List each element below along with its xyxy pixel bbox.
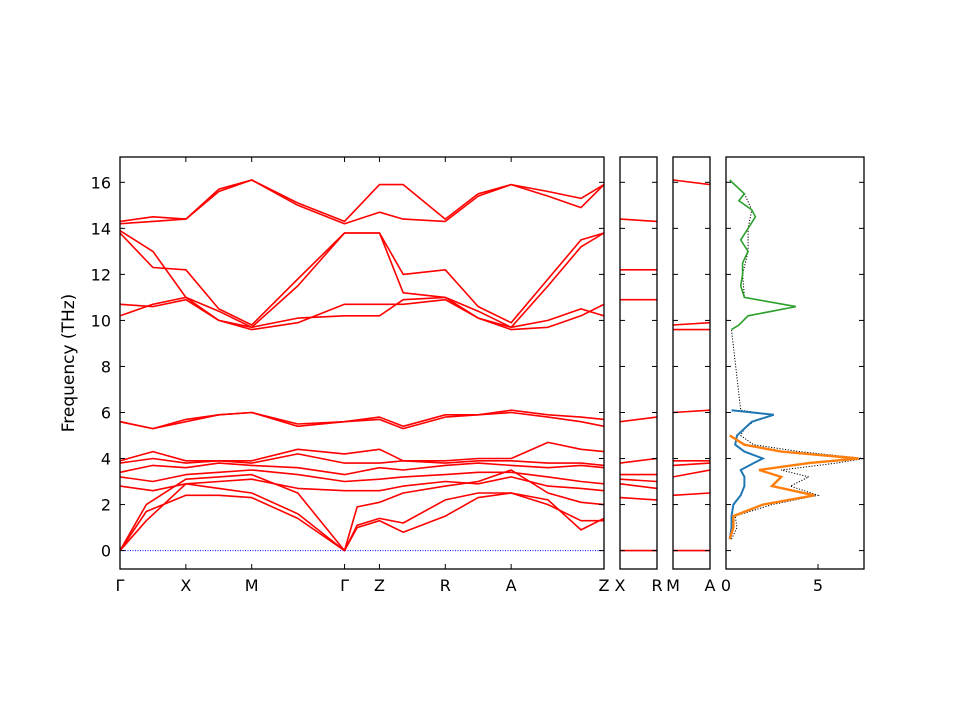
dos-series-green <box>729 179 797 331</box>
band-high-2 <box>120 298 604 331</box>
band-b9 <box>673 179 710 186</box>
band-optical-3 <box>120 462 604 476</box>
band-high-4 <box>120 230 604 329</box>
dos-panel-frame <box>725 156 865 570</box>
high-symmetry-label: Z <box>599 576 610 595</box>
band-b3 <box>620 483 657 490</box>
band-high-6 <box>120 179 604 223</box>
high-symmetry-label: A <box>705 576 716 595</box>
band-b4 <box>673 462 710 467</box>
band-b6 <box>673 409 710 414</box>
high-symmetry-label: R <box>651 576 662 595</box>
panel-frame <box>119 156 605 570</box>
dos-total <box>729 179 864 540</box>
band-optical-2 <box>120 469 604 485</box>
band-b6 <box>620 457 657 464</box>
y-tick-label: 0 <box>101 542 111 561</box>
high-symmetry-label: Z <box>374 576 385 595</box>
high-symmetry-label: A <box>506 576 517 595</box>
y-tick-label: 8 <box>101 357 111 376</box>
band-b8 <box>673 321 710 326</box>
y-tick-label: 4 <box>101 450 111 469</box>
dos-series-orange <box>728 434 859 540</box>
y-tick-label: 16 <box>91 173 111 192</box>
band-b7 <box>620 416 657 423</box>
band-b3 <box>673 469 710 478</box>
band-b10 <box>620 218 657 223</box>
panel-frame <box>619 156 658 570</box>
y-tick-label: 2 <box>101 496 111 515</box>
high-symmetry-label: Γ <box>116 576 125 595</box>
band-b2 <box>673 492 710 497</box>
y-tick-label: 14 <box>91 219 111 238</box>
y-tick-label: 10 <box>91 311 111 330</box>
band-high-3 <box>120 232 604 326</box>
high-symmetry-label: R <box>440 576 451 595</box>
high-symmetry-label: M <box>666 576 680 595</box>
panel-frame <box>672 156 711 570</box>
high-symmetry-label: Γ <box>340 576 349 595</box>
dos-x-tick-label: 5 <box>813 576 823 595</box>
band-b4 <box>620 478 657 483</box>
y-tick-label: 12 <box>91 265 111 284</box>
band-optical-5 <box>120 441 604 462</box>
high-symmetry-label: X <box>180 576 191 595</box>
y-axis-label: Frequency (THz) <box>59 294 79 433</box>
y-tick-label: 6 <box>101 403 111 422</box>
band-optical-1 <box>120 476 604 492</box>
dos-series-blue <box>728 409 775 540</box>
dos-x-tick-label: 0 <box>721 576 731 595</box>
band-optical-6 <box>120 411 604 430</box>
band-optical-7 <box>120 409 604 430</box>
band-high-1 <box>120 296 604 329</box>
band-acoustic-2 <box>120 483 604 552</box>
high-symmetry-label: X <box>615 576 626 595</box>
band-acoustic-1 <box>120 492 604 552</box>
band-optical-4 <box>120 453 604 467</box>
band-b2 <box>620 496 657 501</box>
high-symmetry-label: M <box>245 576 259 595</box>
